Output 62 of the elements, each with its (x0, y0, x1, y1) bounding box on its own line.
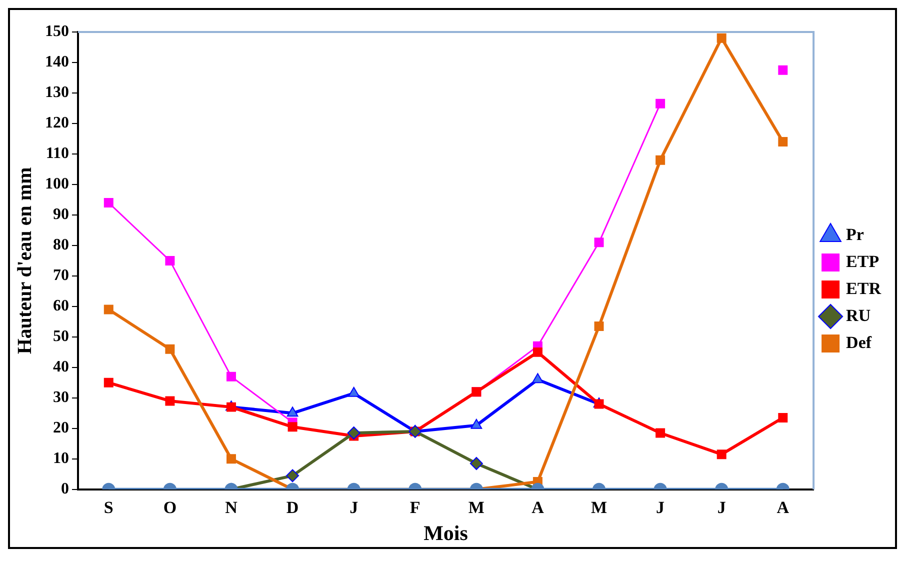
point (165, 256, 175, 266)
legend-label: ETP (846, 252, 880, 271)
legend-label: Pr (846, 224, 864, 244)
point (716, 33, 726, 43)
legend-label: Def (846, 332, 872, 352)
y-tick-label: 140 (45, 54, 69, 71)
point (594, 322, 604, 332)
y-tick-label: 70 (53, 267, 69, 284)
x-tick-label: A (776, 498, 790, 517)
point (778, 65, 788, 75)
point (348, 386, 360, 397)
point (656, 428, 666, 438)
y-tick-label: 60 (53, 298, 69, 315)
y-tick-label: 50 (53, 328, 69, 346)
y-tick-label: 80 (53, 236, 69, 254)
y-tick-label: 40 (53, 358, 69, 376)
point (656, 155, 666, 165)
point (347, 426, 360, 440)
point (470, 418, 482, 429)
point (656, 98, 666, 108)
y-tick-label: 110 (46, 145, 69, 162)
x-tick-label: J (717, 498, 726, 517)
point (470, 456, 483, 470)
point (104, 198, 114, 208)
legend-label: RU (846, 306, 871, 325)
point (716, 450, 726, 460)
x-tick-label: O (163, 498, 177, 517)
x-tick-label: S (104, 498, 114, 517)
point (286, 406, 298, 417)
x-tick-label: J (350, 498, 359, 517)
y-tick-label: 20 (53, 420, 69, 437)
y-tick-label: 130 (45, 84, 69, 102)
y-tick-label: 90 (53, 206, 69, 224)
x-tick-label: A (532, 498, 545, 517)
point (226, 454, 236, 464)
point (165, 344, 175, 354)
point (226, 372, 236, 382)
x-tick-label: J (656, 498, 666, 517)
x-tick-label: M (468, 498, 484, 517)
y-tick-label: 150 (45, 23, 69, 40)
point (778, 137, 788, 147)
point (104, 304, 114, 314)
point (286, 469, 300, 482)
y-tick-label: 120 (45, 114, 69, 132)
y-tick-label: 10 (53, 450, 69, 468)
x-tick-label: M (590, 498, 608, 517)
x-tick-label: D (286, 498, 299, 517)
y-tick-label: 0 (61, 480, 69, 498)
y-tick-label: 30 (53, 389, 69, 406)
x-tick-label: F (410, 498, 420, 517)
point (288, 422, 298, 432)
point (594, 238, 604, 248)
point (104, 378, 114, 388)
y-tick-label: 100 (45, 176, 69, 193)
x-tick-label: N (225, 498, 238, 517)
y-axis-title: Hauteur d'eau en mm (14, 166, 36, 354)
point (532, 347, 542, 357)
point (165, 396, 175, 406)
x-axis-title: Mois (424, 520, 468, 545)
legend-label: ETR (846, 278, 882, 298)
point (778, 413, 788, 422)
point (532, 373, 544, 384)
